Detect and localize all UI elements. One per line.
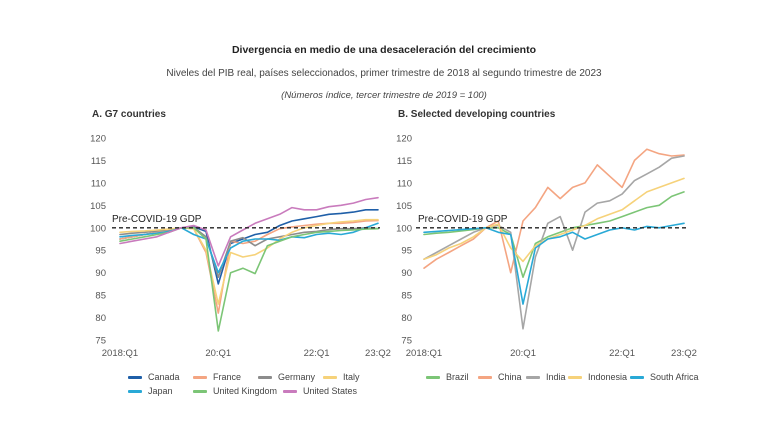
legend-item-a-france: France [193, 372, 241, 382]
panel-b-ytick-label: 95 [401, 246, 412, 257]
legend-swatch [193, 389, 207, 393]
panel-a-legend: Canada France Germany Italy Japan United King… [128, 372, 388, 400]
panel-b-xtick-label: 22:Q1 [609, 348, 635, 359]
legend-label: Italy [343, 372, 360, 382]
panel-a-ytick-label: 75 [95, 336, 106, 347]
legend-item-a-united-states: United States [283, 386, 357, 396]
panel-a-reference-label: Pre-COVID-19 GDP [112, 214, 202, 225]
panel-b-series-india [423, 155, 685, 330]
panel-a-xtick-label: 23:Q2 [365, 348, 391, 359]
panel-b-plot: 75 80 85 90 95 100 105 110 115 120 2018:Q1 20:Q1 22:… [396, 134, 697, 360]
legend-item-a-united-kingdom: United Kingdom [193, 386, 277, 396]
panel-b-reference-label: Pre-COVID-19 GDP [418, 214, 508, 225]
legend-swatch [426, 375, 440, 379]
panel-a-xtick-label: 20:Q1 [205, 348, 231, 359]
panel-b-ytick-label: 115 [397, 156, 412, 167]
legend-label: Canada [148, 372, 180, 382]
legend-swatch [323, 375, 337, 379]
legend-item-b-brazil: Brazil [426, 372, 469, 382]
panel-a-ytick-label: 105 [90, 201, 106, 212]
legend-swatch [283, 389, 297, 393]
panel-a-xtick-label: 22:Q1 [304, 348, 330, 359]
legend-item-b-south-africa: South Africa [630, 372, 699, 382]
legend-label: India [546, 372, 566, 382]
legend-label: South Africa [650, 372, 699, 382]
legend-item-a-germany: Germany [258, 372, 315, 382]
panel-a-ytick-label: 90 [95, 268, 106, 279]
legend-swatch [526, 375, 540, 379]
legend-label: United States [303, 386, 358, 396]
legend-item-b-indonesia: Indonesia [568, 372, 627, 382]
legend-label: Germany [278, 372, 316, 382]
panel-b-series-south-africa [423, 222, 685, 305]
legend-item-b-india: India [526, 372, 566, 382]
legend-item-a-canada: Canada [128, 372, 180, 382]
legend-label: France [213, 372, 242, 382]
panel-a-ytick-label: 120 [90, 134, 106, 145]
chart-subtitle: Niveles del PIB real, países seleccionad… [166, 68, 602, 79]
panel-b-ytick-label: 100 [396, 223, 412, 234]
panel-b-legend: Brazil China India Indonesia South Africa [426, 372, 726, 386]
panel-b-ytick-label: 110 [397, 178, 412, 189]
panel-a-ytick-label: 95 [95, 246, 106, 257]
chart-title: Divergencia en medio de una desaceleraci… [231, 44, 537, 56]
legend-label: China [498, 372, 522, 382]
legend-item-a-italy: Italy [323, 372, 360, 382]
panel-b-series-indonesia [423, 177, 685, 263]
panel-a-series-united-kingdom [119, 227, 379, 332]
legend-label: Indonesia [588, 372, 628, 382]
legend-swatch [478, 375, 492, 379]
panel-a-series-japan [119, 222, 379, 274]
panel-b-ytick-label: 80 [401, 313, 412, 324]
panel-b-xtick-label: 20:Q1 [510, 348, 536, 359]
panel-a-plot: 75 80 85 90 95 100 105 110 115 120 2018:Q1 20:Q1 22:… [90, 134, 391, 360]
legend-label: Japan [148, 386, 173, 396]
panel-b-series-brazil [423, 191, 685, 279]
panel-b-xtick-label: 23:Q2 [671, 348, 697, 359]
panel-b-ytick-label: 105 [396, 201, 412, 212]
legend-swatch [128, 375, 142, 379]
panel-b-ytick-label: 90 [401, 268, 412, 279]
legend-label: United Kingdom [213, 386, 278, 396]
panel-a-series-united-states [119, 196, 379, 267]
panel-a-title: A. G7 countries [92, 109, 166, 120]
panel-a-ytick-label: 80 [95, 313, 106, 324]
panel-b-ytick-label: 120 [396, 134, 412, 145]
panel-b-ytick-label: 85 [401, 291, 412, 302]
panel-a-ytick-label: 100 [90, 223, 106, 234]
panel-b-title: B. Selected developing countries [398, 109, 556, 120]
panel-a-xtick-label: 2018:Q1 [102, 348, 138, 359]
panel-b-xtick-label: 2018:Q1 [406, 348, 442, 359]
legend-item-b-china: China [478, 372, 522, 382]
legend-swatch [128, 389, 142, 393]
legend-swatch [630, 375, 644, 379]
panel-a-ytick-label: 110 [91, 178, 106, 189]
panel-a-series-italy [119, 218, 379, 305]
legend-label: Brazil [446, 372, 469, 382]
panel-a-ytick-label: 85 [95, 291, 106, 302]
panel-b-series-china [423, 148, 685, 274]
chart-units-note: (Números índice, tercer trimestre de 201… [281, 90, 487, 101]
legend-swatch [568, 375, 582, 379]
panel-a-ytick-label: 115 [91, 156, 106, 167]
panel-b-ytick-label: 75 [401, 336, 412, 347]
legend-item-a-japan: Japan [128, 386, 173, 396]
legend-swatch [258, 375, 272, 379]
legend-swatch [193, 375, 207, 379]
